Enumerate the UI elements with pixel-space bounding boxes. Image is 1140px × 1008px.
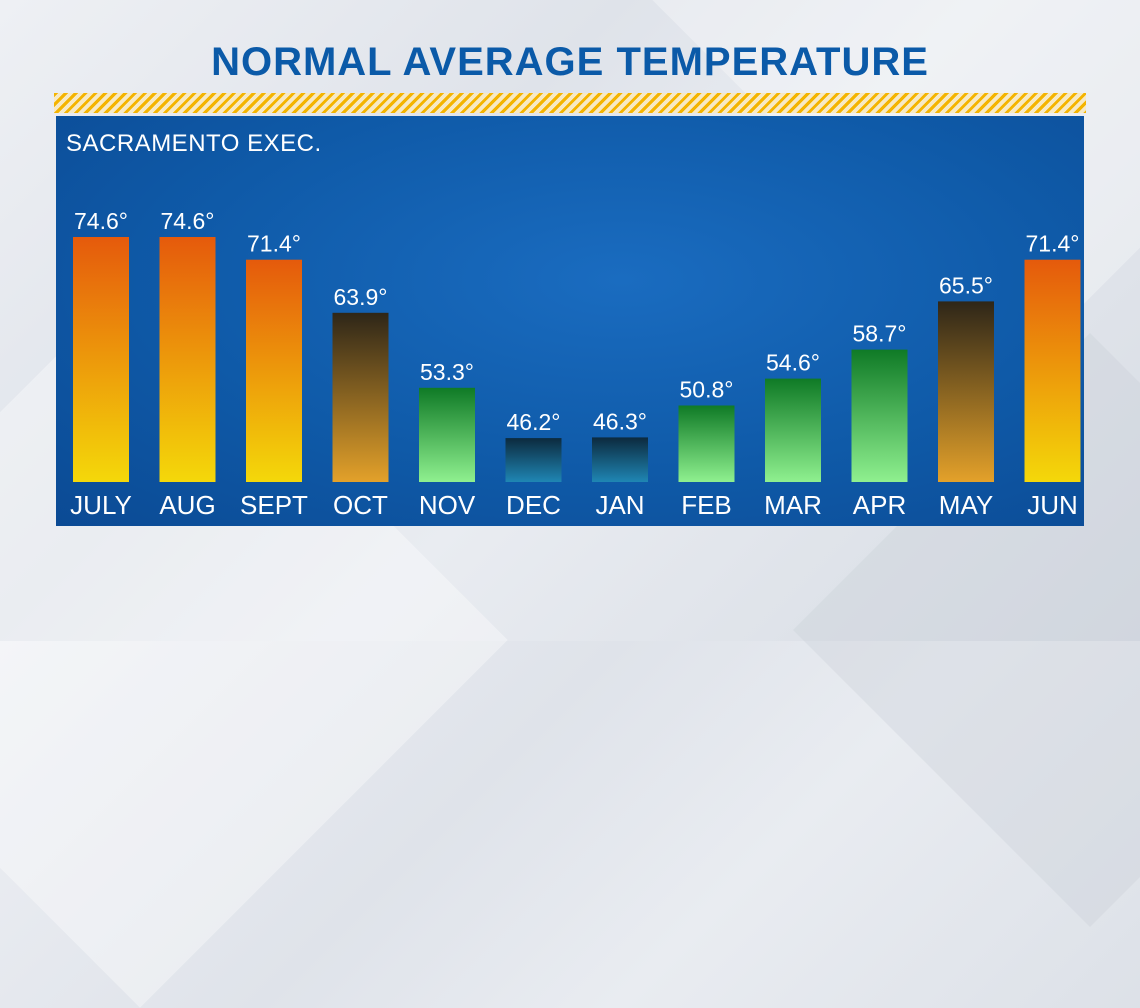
data-label: 74.6° bbox=[74, 208, 128, 234]
data-label: 46.3° bbox=[593, 408, 647, 434]
category-label: FEB bbox=[681, 490, 732, 520]
data-label: 71.4° bbox=[1026, 231, 1080, 257]
bar-nov bbox=[419, 387, 475, 482]
category-label: AUG bbox=[159, 490, 215, 520]
bar-july bbox=[73, 237, 129, 482]
data-label: 74.6° bbox=[161, 208, 215, 234]
bar-oct bbox=[332, 312, 389, 482]
bar-may bbox=[938, 301, 994, 482]
bar-jun bbox=[1024, 259, 1081, 482]
bar-aug bbox=[159, 237, 216, 482]
category-label: MAR bbox=[764, 490, 822, 520]
chart-panel bbox=[56, 116, 1084, 526]
category-label: DEC bbox=[506, 490, 561, 520]
bar-chart: 74.6° JULY 74.6° AUG 71.4° SEPT 63.9° OCT 53.3° N… bbox=[70, 208, 1081, 520]
hatch-divider bbox=[54, 93, 1086, 113]
bar-apr bbox=[851, 349, 908, 482]
data-label: 53.3° bbox=[420, 359, 474, 385]
category-label: NOV bbox=[419, 490, 476, 520]
category-label: JULY bbox=[70, 490, 132, 520]
chart-title: NORMAL AVERAGE TEMPERATURE bbox=[211, 40, 929, 84]
chart-subtitle: SACRAMENTO EXEC. bbox=[66, 130, 322, 157]
data-label: 54.6° bbox=[766, 350, 820, 376]
data-label: 63.9° bbox=[334, 284, 388, 310]
bar-dec bbox=[505, 438, 562, 482]
category-label: JAN bbox=[595, 490, 644, 520]
bar-mar bbox=[765, 378, 821, 482]
data-label: 58.7° bbox=[853, 321, 907, 347]
category-label: OCT bbox=[333, 490, 388, 520]
category-label: SEPT bbox=[240, 490, 308, 520]
category-label: JUN bbox=[1027, 490, 1078, 520]
data-label: 65.5° bbox=[939, 272, 993, 298]
data-label: 46.2° bbox=[507, 409, 561, 435]
data-label: 50.8° bbox=[680, 377, 734, 403]
bar-sept bbox=[246, 259, 302, 482]
category-label: MAY bbox=[939, 490, 993, 520]
bar-feb bbox=[678, 405, 735, 482]
bar-jan bbox=[592, 437, 648, 482]
data-label: 71.4° bbox=[247, 231, 301, 257]
category-label: APR bbox=[853, 490, 906, 520]
